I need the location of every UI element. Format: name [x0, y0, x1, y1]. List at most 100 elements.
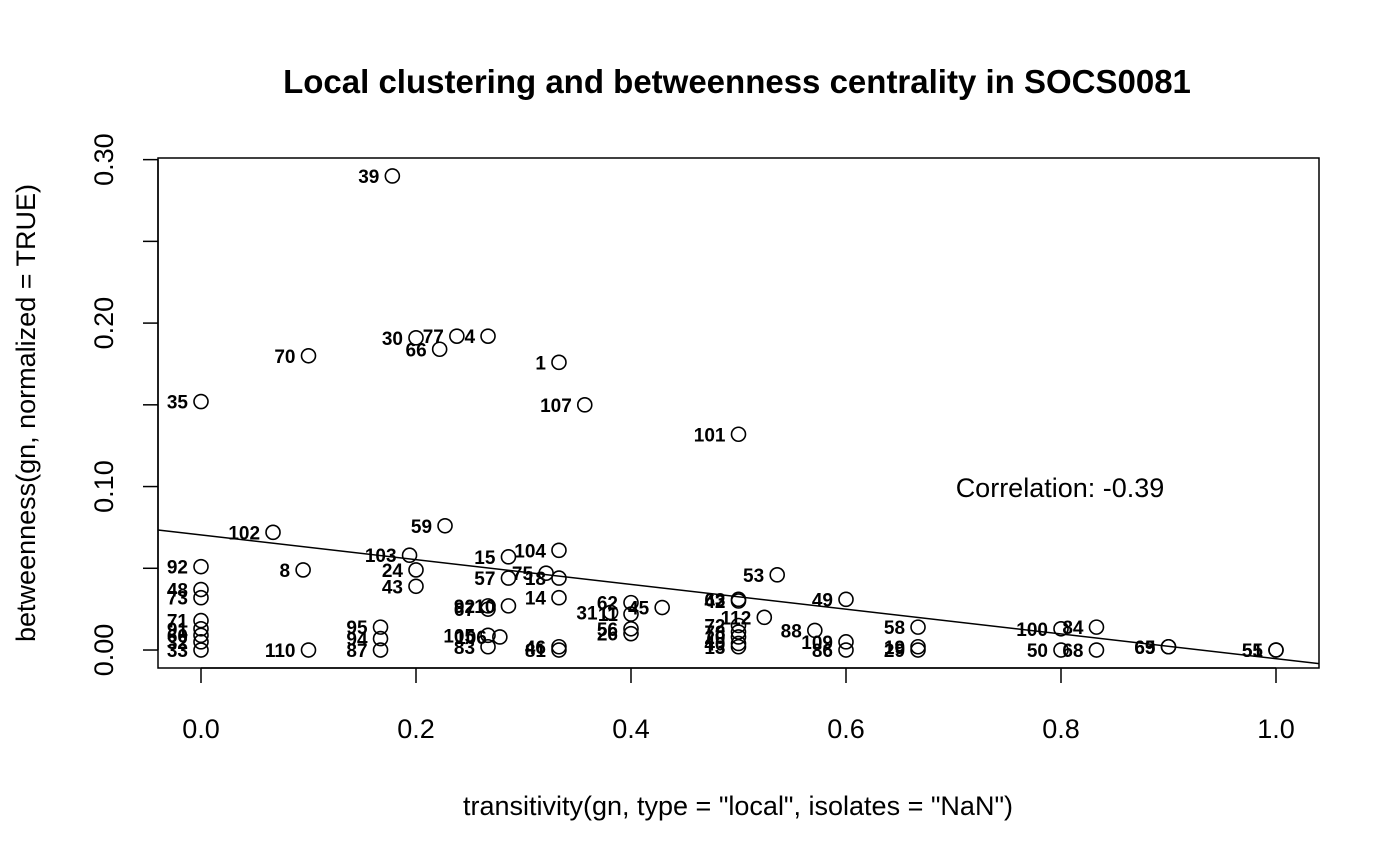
point-label: 39	[358, 167, 379, 188]
point-label: 104	[514, 541, 546, 562]
point-label: 110	[265, 641, 296, 662]
data-point	[500, 598, 517, 614]
point-label: 75	[512, 564, 534, 585]
data-point	[300, 642, 317, 658]
data-point	[1088, 619, 1105, 635]
data-point	[838, 591, 854, 608]
regression-line	[157, 529, 1320, 665]
data-point	[551, 542, 567, 559]
data-point	[193, 612, 209, 629]
point-label: 35	[167, 393, 189, 414]
point-label: 14	[525, 589, 547, 610]
data-point	[449, 328, 465, 344]
point-label: 30	[382, 329, 403, 350]
data-point	[480, 328, 496, 344]
point-label: 83	[454, 638, 475, 659]
point-label: 26	[597, 625, 618, 646]
point-label: 77	[423, 327, 444, 348]
data-point	[295, 562, 311, 578]
point-label: 81	[525, 641, 547, 662]
point-label: 88	[781, 621, 802, 642]
point-label: 20	[704, 628, 725, 649]
point-label: 66	[406, 340, 427, 361]
x-axis-label: transitivity(gn, type = "local", isolate…	[463, 791, 1013, 821]
point-label: 72	[704, 617, 725, 638]
point-label: 8	[280, 561, 291, 582]
point-label: 60	[167, 626, 188, 647]
x-tick-label: 0.0	[182, 714, 220, 744]
data-point	[265, 524, 281, 541]
point-label: 73	[167, 589, 188, 610]
x-tick-label: 0.8	[1042, 714, 1080, 744]
data-point	[1053, 620, 1069, 637]
point-label: 70	[274, 347, 295, 368]
point-label: 59	[411, 517, 432, 538]
data-point	[408, 330, 424, 346]
data-point	[730, 638, 747, 655]
point-label: 103	[365, 546, 397, 567]
y-tick-label: 0.30	[89, 133, 119, 186]
data-point	[730, 617, 747, 634]
point-label: 11	[598, 605, 619, 626]
x-tick-label: 0.4	[612, 714, 650, 744]
point-label: 102	[228, 523, 260, 544]
point-label: 63	[704, 590, 725, 611]
point-label: 71	[167, 612, 189, 633]
point-label: 62	[597, 594, 618, 615]
data-point	[838, 634, 854, 650]
data-point	[730, 629, 747, 645]
data-point	[576, 397, 593, 413]
point-label: 86	[812, 641, 833, 662]
data-point	[730, 426, 747, 443]
data-point	[838, 642, 854, 658]
point-label: 100	[1016, 620, 1048, 641]
data-point	[551, 570, 567, 586]
data-point	[193, 393, 209, 410]
point-label: 29	[884, 641, 905, 662]
point-label: 112	[721, 608, 752, 629]
data-point	[807, 622, 823, 639]
data-point	[437, 517, 453, 534]
data-point	[756, 609, 773, 626]
data-point	[623, 594, 639, 611]
point-label: 69	[1134, 638, 1155, 659]
data-point	[480, 627, 496, 644]
point-label: 53	[743, 566, 764, 587]
x-axis: 0.0 0.2 0.4 0.6 0.8 1.0	[182, 667, 1295, 744]
point-label: 95	[346, 618, 368, 639]
data-point	[193, 581, 209, 598]
point-label: 92	[167, 558, 188, 579]
data-point	[602, 604, 619, 621]
point-label: 42	[704, 592, 725, 613]
y-tick-label: 0.20	[89, 297, 119, 350]
data-point	[480, 638, 496, 655]
point-label: 19	[884, 638, 905, 659]
data-point	[193, 634, 209, 650]
data-point	[401, 547, 418, 564]
data-point	[372, 642, 389, 658]
point-label: 106	[455, 628, 487, 649]
data-point	[1268, 642, 1284, 658]
point-label: 45	[628, 599, 650, 620]
point-label: 94	[346, 630, 368, 651]
x-tick-label: 0.2	[397, 714, 435, 744]
x-tick-label: 0.6	[827, 714, 865, 744]
point-label: 40	[704, 634, 725, 655]
point-label: 32	[167, 633, 188, 654]
data-point	[1160, 638, 1177, 655]
point-label: 31	[576, 603, 598, 624]
data-point	[372, 619, 389, 635]
data-point	[769, 567, 786, 583]
point-label: 4	[464, 327, 475, 348]
point-labels: 39 30 77 4 66 70 1 35 107 101 102 59 103 15 104 92 8 24 75…	[167, 167, 1264, 662]
correlation-annotation: Correlation: -0.39	[956, 473, 1165, 503]
point-label: 109	[801, 633, 833, 654]
point-label: 56	[597, 620, 618, 641]
plot-frame	[157, 157, 1320, 669]
data-point	[492, 629, 508, 645]
data-point	[551, 638, 567, 655]
data-points	[193, 168, 1284, 658]
point-label: 51	[1242, 641, 1264, 662]
data-point	[193, 589, 209, 606]
point-label: 84	[1062, 618, 1084, 639]
